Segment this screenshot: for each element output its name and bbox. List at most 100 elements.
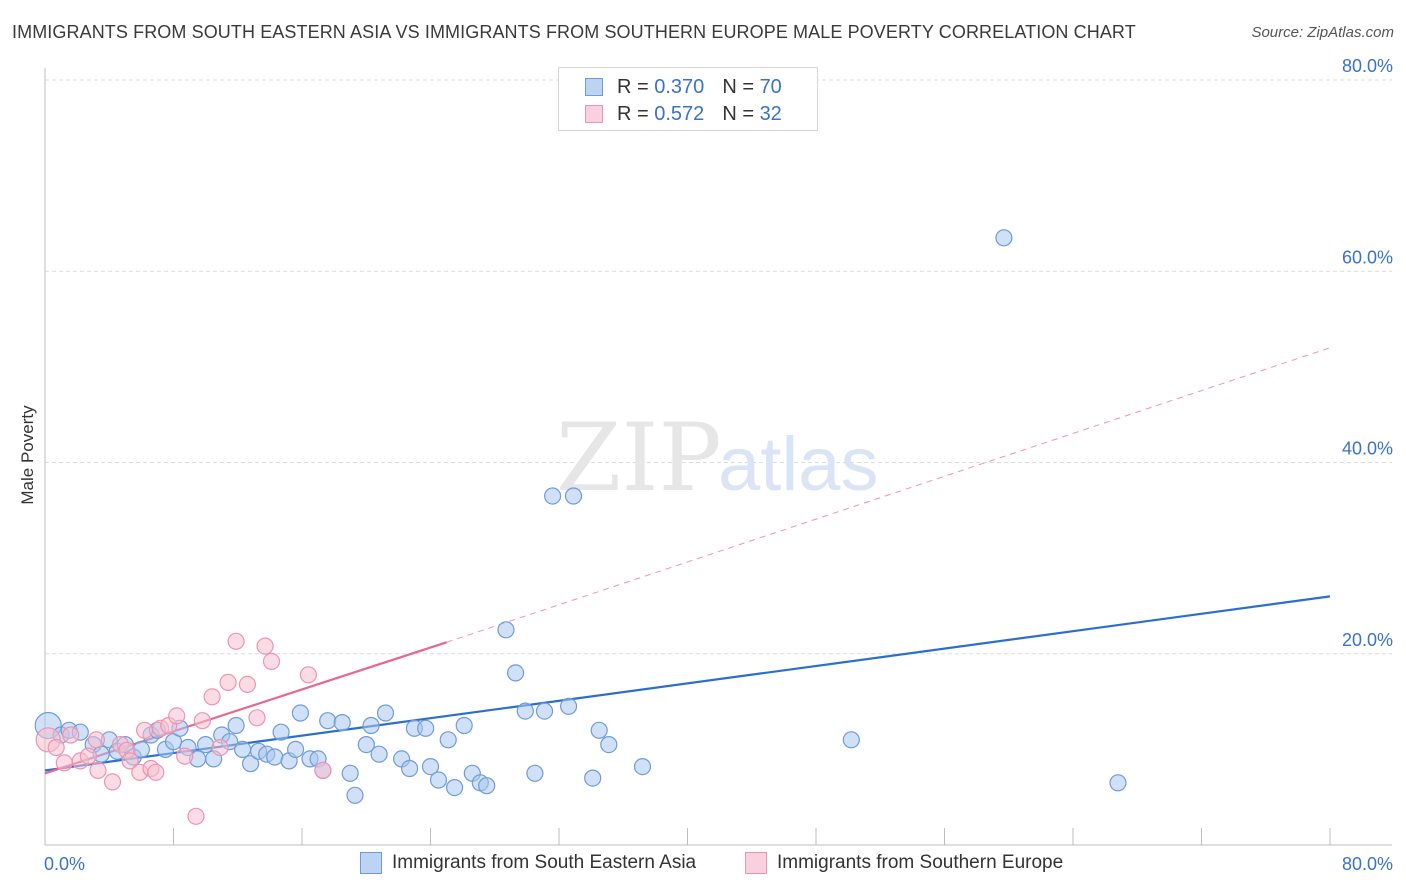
point-southern-europe: [55, 754, 73, 772]
point-south-eastern-asia: [362, 716, 380, 735]
point-southern-europe: [103, 773, 122, 791]
point-south-eastern-asia: [370, 745, 388, 763]
watermark-atlas: atlas: [718, 422, 879, 507]
y-tick-label: 40.0%: [1342, 439, 1393, 459]
trendline-southern-europe-extension: [446, 347, 1331, 643]
y-tick-label: 20.0%: [1342, 630, 1393, 650]
point-south-eastern-asia: [478, 777, 496, 795]
x-tick-label: 80.0%: [1342, 854, 1393, 874]
y-tick-label: 80.0%: [1342, 56, 1393, 76]
point-south-eastern-asia: [543, 487, 562, 505]
correlation-legend: R = 0.370 N = 70 R = 0.572 N = 32: [558, 67, 818, 131]
point-southern-europe: [203, 688, 221, 706]
grid-lines: [45, 79, 1392, 655]
point-southern-europe: [238, 675, 256, 694]
y-axis-label: Male Poverty: [18, 405, 37, 505]
point-south-eastern-asia: [446, 778, 464, 797]
point-southern-europe: [79, 747, 98, 765]
point-southern-europe: [219, 673, 237, 692]
legend-n-label: N =: [722, 75, 754, 98]
point-southern-europe: [211, 738, 229, 757]
point-south-eastern-asia: [455, 716, 473, 735]
legend-row-pink: R = 0.572 N = 32: [585, 102, 782, 126]
point-southern-europe: [248, 709, 266, 727]
point-south-eastern-asia: [995, 229, 1013, 247]
point-southern-europe: [147, 763, 165, 781]
point-southern-europe: [87, 731, 106, 749]
point-southern-europe: [168, 707, 186, 725]
legend-n-value: 32: [759, 102, 782, 125]
point-southern-europe: [47, 738, 65, 757]
point-south-eastern-asia: [417, 719, 435, 737]
point-southern-europe: [227, 632, 245, 650]
y-tick-label: 60.0%: [1342, 247, 1393, 267]
point-south-eastern-asia: [516, 702, 534, 720]
source-label: Source: ZipAtlas.com: [1251, 24, 1394, 41]
point-south-eastern-asia: [333, 713, 351, 732]
point-southern-europe: [262, 652, 281, 671]
legend-n-label: N =: [722, 102, 754, 125]
point-south-eastern-asia: [234, 740, 252, 759]
point-southern-europe: [187, 807, 205, 825]
bottom-legend-blue: Immigrants from South Eastern Asia: [360, 852, 696, 874]
point-south-eastern-asia: [497, 621, 515, 639]
legend-n-value: 70: [759, 75, 782, 98]
point-southern-europe: [176, 747, 194, 765]
point-southern-europe: [256, 637, 274, 655]
point-south-eastern-asia: [341, 764, 359, 782]
data-points: [34, 229, 1127, 825]
point-south-eastern-asia: [564, 487, 583, 505]
bottom-legend-pink: Immigrants from Southern Europe: [745, 852, 1063, 874]
point-south-eastern-asia: [227, 716, 245, 735]
bottom-legend-swatch-blue: [360, 852, 382, 874]
legend-swatch-blue: [585, 78, 603, 96]
point-southern-europe: [89, 761, 107, 780]
bottom-legend-label-pink: Immigrants from Southern Europe: [777, 852, 1064, 873]
trendline-south-eastern-asia: [44, 595, 1331, 772]
point-south-eastern-asia: [600, 735, 618, 754]
point-south-eastern-asia: [506, 664, 525, 682]
point-south-eastern-asia: [287, 740, 305, 759]
watermark-zip: ZIP: [556, 404, 722, 513]
bottom-legend-label-blue: Immigrants from South Eastern Asia: [392, 852, 697, 873]
point-south-eastern-asia: [401, 759, 419, 778]
point-south-eastern-asia: [559, 697, 578, 715]
point-southern-europe: [299, 666, 317, 684]
legend-swatch-pink: [585, 105, 603, 123]
point-south-eastern-asia: [376, 704, 395, 722]
legend-r-label: R =: [617, 102, 649, 125]
point-south-eastern-asia: [526, 764, 544, 782]
point-south-eastern-asia: [266, 748, 284, 766]
point-southern-europe: [314, 761, 332, 780]
point-south-eastern-asia: [291, 704, 309, 722]
point-south-eastern-asia: [633, 757, 652, 776]
bottom-legend-swatch-pink: [745, 852, 767, 874]
point-south-eastern-asia: [439, 731, 457, 749]
legend-row-blue: R = 0.370 N = 70: [585, 75, 782, 99]
point-south-eastern-asia: [590, 721, 608, 739]
point-south-eastern-asia: [421, 757, 440, 776]
point-south-eastern-asia: [584, 769, 602, 787]
point-southern-europe: [193, 712, 211, 730]
legend-r-value: 0.572: [654, 102, 705, 125]
chart-title: IMMIGRANTS FROM SOUTH EASTERN ASIA VS IM…: [12, 22, 1136, 42]
point-south-eastern-asia: [346, 786, 364, 804]
point-south-eastern-asia: [242, 755, 260, 773]
legend-r-label: R =: [617, 75, 649, 98]
point-south-eastern-asia: [429, 771, 448, 789]
legend-r-value: 0.370: [654, 75, 705, 98]
point-south-eastern-asia: [535, 702, 554, 720]
point-southern-europe: [62, 726, 80, 744]
point-south-eastern-asia: [1109, 774, 1127, 792]
point-south-eastern-asia: [197, 735, 215, 754]
point-south-eastern-asia: [272, 723, 290, 741]
watermark: ZIP atlas: [556, 404, 879, 513]
point-south-eastern-asia: [357, 735, 375, 754]
tick-labels: 20.0% 40.0% 60.0% 80.0% 0.0% 80.0%: [44, 56, 1393, 874]
point-south-eastern-asia: [319, 712, 337, 730]
x-tick-label: 0.0%: [44, 854, 85, 874]
point-southern-europe: [121, 752, 139, 770]
point-southern-europe: [136, 721, 154, 739]
point-south-eastern-asia: [842, 731, 860, 749]
